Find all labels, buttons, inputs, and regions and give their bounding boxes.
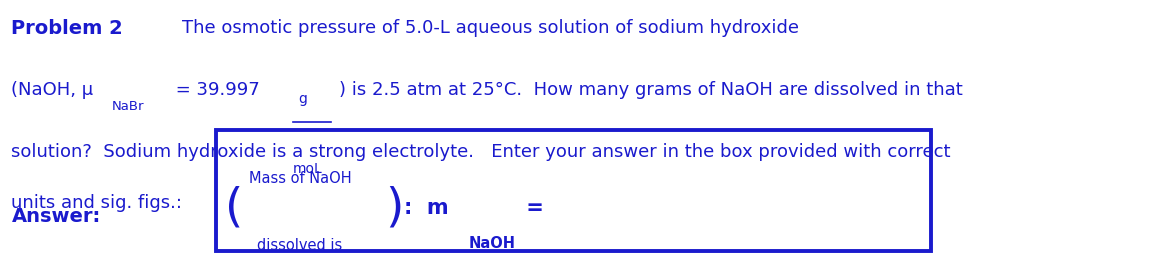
Text: =: = xyxy=(519,198,545,218)
Text: ) is 2.5 atm at 25°C.  How many grams of NaOH are dissolved in that: ) is 2.5 atm at 25°C. How many grams of … xyxy=(339,81,963,99)
Text: Answer:: Answer: xyxy=(11,207,101,225)
Text: NaBr: NaBr xyxy=(111,100,144,113)
Text: NaOH: NaOH xyxy=(469,235,516,251)
Text: dissolved is: dissolved is xyxy=(257,238,342,253)
Text: g: g xyxy=(299,92,308,106)
Text: :  m: : m xyxy=(404,198,449,218)
Text: solution?  Sodium hydroxide is a strong electrolyte.   Enter your answer in the : solution? Sodium hydroxide is a strong e… xyxy=(11,143,951,161)
Text: moL: moL xyxy=(293,162,323,176)
Text: Mass of NaOH: Mass of NaOH xyxy=(249,171,352,186)
Text: units and sig. figs.:: units and sig. figs.: xyxy=(11,194,183,212)
FancyBboxPatch shape xyxy=(216,130,931,251)
Text: The osmotic pressure of 5.0-L aqueous solution of sodium hydroxide: The osmotic pressure of 5.0-L aqueous so… xyxy=(182,19,799,37)
Text: (: ( xyxy=(225,185,244,230)
Text: = 39.997: = 39.997 xyxy=(170,81,265,99)
Text: (NaOH, μ: (NaOH, μ xyxy=(11,81,93,99)
Text: ): ) xyxy=(385,185,403,230)
Text: Problem 2: Problem 2 xyxy=(11,19,123,38)
